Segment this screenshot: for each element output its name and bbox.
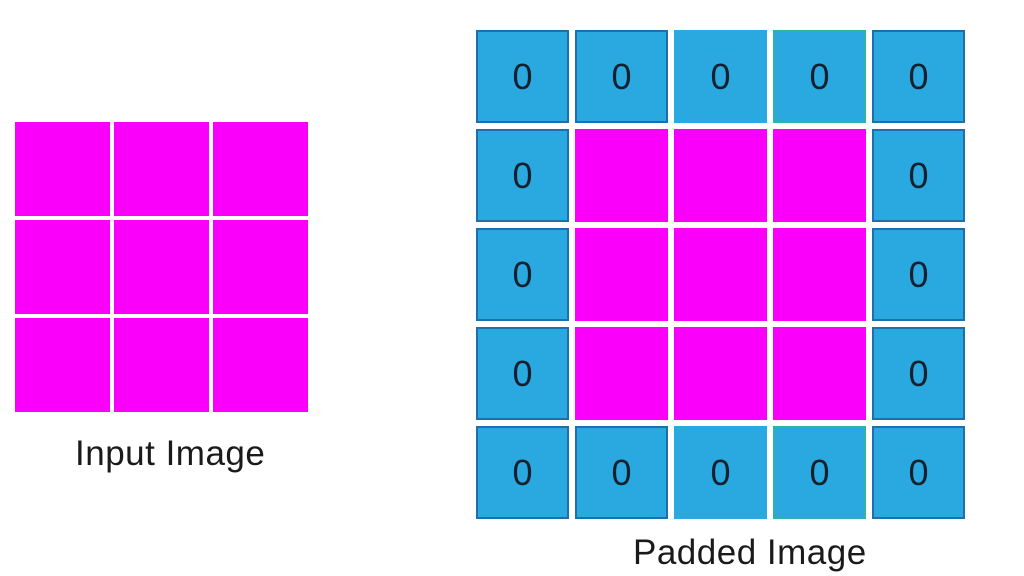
padded-image-cell bbox=[773, 327, 866, 420]
padded-zero-cell: 0 bbox=[575, 426, 668, 519]
padded-zero-cell: 0 bbox=[872, 30, 965, 123]
padded-image-cell bbox=[575, 228, 668, 321]
input-image-cell bbox=[15, 318, 110, 412]
padded-zero-cell: 0 bbox=[773, 426, 866, 519]
padded-zero-cell: 0 bbox=[872, 228, 965, 321]
padded-image-cell bbox=[674, 327, 767, 420]
padded-zero-cell: 0 bbox=[872, 426, 965, 519]
input-image-cell bbox=[114, 318, 209, 412]
padded-image-cell bbox=[773, 129, 866, 222]
input-image-cell bbox=[114, 220, 209, 314]
input-image-cell bbox=[213, 220, 308, 314]
input-image-cell bbox=[15, 122, 110, 216]
padded-zero-cell: 0 bbox=[872, 327, 965, 420]
padded-zero-cell: 0 bbox=[872, 129, 965, 222]
padded-image-cell bbox=[575, 129, 668, 222]
padded-zero-cell: 0 bbox=[476, 129, 569, 222]
padded-zero-cell: 0 bbox=[476, 426, 569, 519]
padded-zero-cell: 0 bbox=[476, 30, 569, 123]
input-image-label: Input Image bbox=[75, 434, 266, 473]
padded-image-cell bbox=[575, 327, 668, 420]
padded-zero-cell: 0 bbox=[773, 30, 866, 123]
padded-zero-cell: 0 bbox=[674, 30, 767, 123]
padded-zero-cell: 0 bbox=[575, 30, 668, 123]
padded-zero-cell: 0 bbox=[476, 228, 569, 321]
input-image-cell bbox=[15, 220, 110, 314]
padded-zero-cell: 0 bbox=[674, 426, 767, 519]
input-image-grid bbox=[15, 122, 308, 412]
input-image-cell bbox=[213, 122, 308, 216]
padded-zero-cell: 0 bbox=[476, 327, 569, 420]
padded-image-cell bbox=[674, 228, 767, 321]
padded-image-cell bbox=[773, 228, 866, 321]
input-image-cell bbox=[114, 122, 209, 216]
padded-image-cell bbox=[674, 129, 767, 222]
padded-image-label: Padded Image bbox=[633, 533, 867, 572]
input-image-cell bbox=[213, 318, 308, 412]
